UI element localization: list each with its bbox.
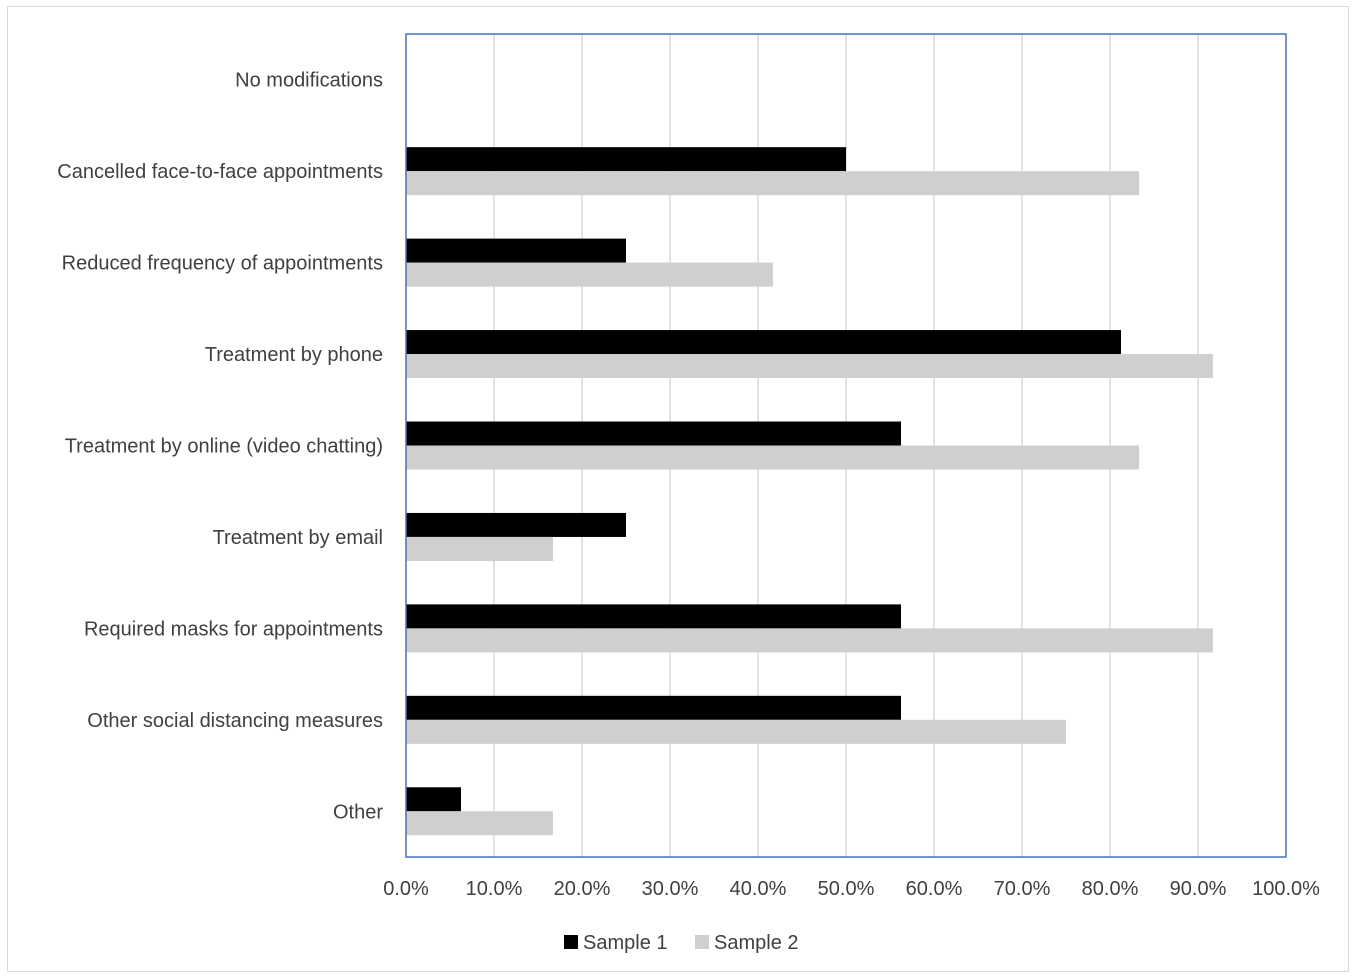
category-label: Treatment by online (video chatting) <box>65 436 383 458</box>
legend-swatch <box>564 935 578 949</box>
bar-sample-1 <box>406 147 846 172</box>
category-label: Other <box>333 801 383 823</box>
bar-sample-1 <box>406 787 461 812</box>
x-tick-label: 70.0% <box>994 878 1051 900</box>
bar-sample-2 <box>406 354 1213 379</box>
bar-sample-2 <box>406 171 1140 196</box>
bar-sample-2 <box>406 811 553 836</box>
category-label: Treatment by email <box>213 527 383 549</box>
plot-area-border <box>405 33 1287 858</box>
bar-sample-2 <box>406 628 1213 653</box>
x-tick-label: 30.0% <box>642 878 699 900</box>
bar-sample-1 <box>406 695 901 720</box>
legend-label: Sample 2 <box>714 932 799 954</box>
x-tick-label: 50.0% <box>818 878 875 900</box>
x-tick-label: 90.0% <box>1170 878 1227 900</box>
bar-sample-2 <box>406 262 773 287</box>
bar-sample-1 <box>406 238 626 263</box>
x-tick-label: 80.0% <box>1082 878 1139 900</box>
category-label: Other social distancing measures <box>87 710 383 732</box>
x-tick-label: 60.0% <box>906 878 963 900</box>
bar-sample-2 <box>406 719 1066 744</box>
legend-label: Sample 1 <box>583 932 668 954</box>
category-label: Reduced frequency of appointments <box>62 253 383 275</box>
bars <box>406 147 1213 836</box>
x-tick-labels: 0.0% 10.0% 20.0% 30.0% 40.0% 50.0% 60.0% 70.0% 8… <box>383 878 1320 900</box>
x-tick-label: 40.0% <box>730 878 787 900</box>
x-tick-label: 100.0% <box>1252 878 1320 900</box>
category-label: Treatment by phone <box>205 344 383 366</box>
bar-sample-2 <box>406 536 553 561</box>
bar-sample-1 <box>406 604 901 629</box>
bar-sample-1 <box>406 421 901 446</box>
category-label: No modifications <box>235 70 383 92</box>
category-label: Cancelled face-to-face appointments <box>57 161 383 183</box>
x-tick-label: 20.0% <box>554 878 611 900</box>
category-label: Required masks for appointments <box>84 618 383 640</box>
x-tick-label: 10.0% <box>466 878 523 900</box>
category-labels: No modifications Cancelled face-to-face a… <box>57 70 383 824</box>
legend: Sample 1 Sample 2 <box>564 932 799 954</box>
legend-swatch <box>695 935 709 949</box>
bar-sample-2 <box>406 445 1140 470</box>
bar-sample-1 <box>406 330 1121 355</box>
bar-sample-1 <box>406 512 626 537</box>
x-tick-label: 0.0% <box>383 878 429 900</box>
